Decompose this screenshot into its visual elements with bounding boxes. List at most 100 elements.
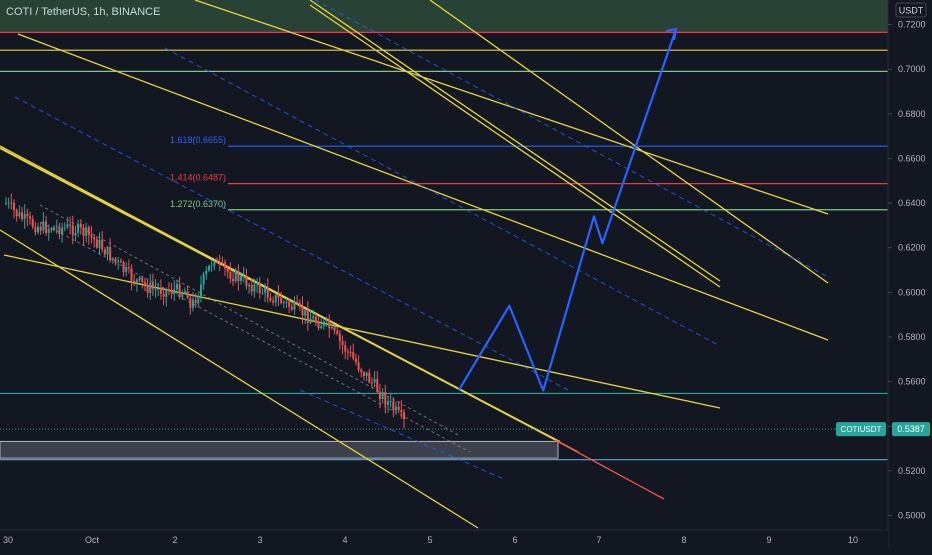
candle-body: [202, 274, 205, 285]
candle-body: [368, 372, 371, 383]
candle-body: [389, 401, 392, 403]
candle-body: [269, 297, 272, 301]
currency-badge: [895, 2, 927, 18]
fib-level-label-1: 1.414(0.6487): [170, 173, 226, 183]
candle-body: [221, 262, 224, 264]
candle-body: [85, 227, 88, 236]
candle-body: [37, 226, 40, 233]
candle-body: [296, 301, 299, 304]
candle-body: [381, 391, 384, 399]
candle-body: [253, 284, 256, 292]
projected-path: [457, 28, 678, 392]
candle-body: [317, 322, 320, 329]
symbol-title: COTI / TetherUS, 1h, BINANCE: [6, 6, 161, 18]
candle-body: [360, 369, 363, 373]
candle-body: [45, 221, 48, 233]
candle-body: [98, 239, 101, 248]
candle-body: [376, 379, 379, 392]
projected-arrowhead: [665, 27, 678, 41]
candle-body: [149, 282, 152, 293]
y-tick-label: 0.6000: [898, 287, 926, 297]
y-tick-label: 0.5200: [898, 466, 926, 476]
candle-body: [256, 282, 259, 285]
x-tick-label: Oct: [85, 535, 100, 545]
candle-body: [258, 282, 261, 294]
candle-body: [77, 223, 80, 233]
candle-body: [69, 224, 72, 226]
candle-body: [234, 270, 237, 282]
candle-body: [261, 292, 264, 294]
candle-body: [151, 282, 154, 289]
x-tick-label: 9: [766, 535, 771, 545]
candle-body: [103, 249, 106, 255]
candle-body: [400, 410, 403, 413]
y-tick-label: 0.7200: [898, 20, 926, 30]
candle-body: [397, 406, 400, 411]
candle-body: [403, 412, 405, 419]
candle-body: [248, 284, 251, 287]
candle-body: [344, 345, 347, 352]
candle-body: [328, 320, 331, 329]
candle-body: [245, 276, 248, 287]
y-tick-label: 0.6200: [898, 243, 926, 253]
channel-line-6: [429, 0, 829, 284]
candle-body: [125, 267, 128, 272]
candle-body: [127, 267, 130, 269]
candle-body: [197, 296, 200, 304]
channel-line-7: [309, 4, 721, 288]
candle-body: [237, 270, 240, 281]
candle-body: [349, 351, 352, 353]
candle-body: [191, 299, 194, 308]
candle-body: [21, 212, 24, 220]
channel-line-1: [3, 254, 721, 409]
candle-body: [39, 226, 42, 231]
candle-body: [210, 265, 213, 267]
candle-body: [74, 232, 77, 236]
price-axis: [888, 0, 932, 550]
candle-body: [138, 277, 141, 280]
candle-body: [378, 391, 381, 399]
candle-body: [157, 288, 160, 290]
last-price-label: 0.5387: [897, 424, 925, 434]
candle-body: [146, 285, 149, 293]
x-tick-label: 8: [681, 535, 686, 545]
candle-body: [274, 294, 277, 303]
candle-body: [79, 223, 82, 228]
candle-body: [280, 297, 283, 303]
symbol-badge-label: COTIUSDT: [841, 425, 882, 434]
candle-body: [205, 270, 208, 275]
candle-body: [189, 297, 192, 308]
candle-body: [173, 289, 176, 294]
x-tick-label: 7: [596, 535, 601, 545]
candle-body: [15, 210, 18, 217]
candle-body: [175, 283, 178, 290]
x-tick-label: 5: [427, 535, 432, 545]
candle-body: [106, 246, 109, 255]
channel-line-4: [194, 0, 829, 215]
candle-body: [333, 326, 336, 331]
candle-body: [119, 260, 122, 263]
candle-body: [362, 372, 365, 377]
y-tick-label: 0.6600: [898, 153, 926, 163]
candle-body: [338, 333, 341, 342]
y-tick-label: 0.6800: [898, 109, 926, 119]
candle-body: [312, 316, 315, 319]
candle-body: [154, 288, 157, 290]
x-tick-label: 30: [3, 535, 13, 545]
candle-body: [352, 352, 355, 359]
candle-body: [141, 277, 144, 283]
candle-body: [266, 287, 269, 298]
target-zone: [0, 0, 888, 33]
candle-body: [170, 290, 173, 294]
candle-body: [322, 321, 325, 326]
candle-body: [309, 318, 312, 323]
x-tick-label: 6: [512, 535, 517, 545]
candle-body: [178, 283, 181, 298]
candle-body: [285, 301, 288, 303]
x-tick-label: 4: [342, 535, 347, 545]
candle-body: [250, 284, 253, 292]
candle-body: [42, 221, 45, 231]
symbol-badge: [836, 422, 886, 437]
